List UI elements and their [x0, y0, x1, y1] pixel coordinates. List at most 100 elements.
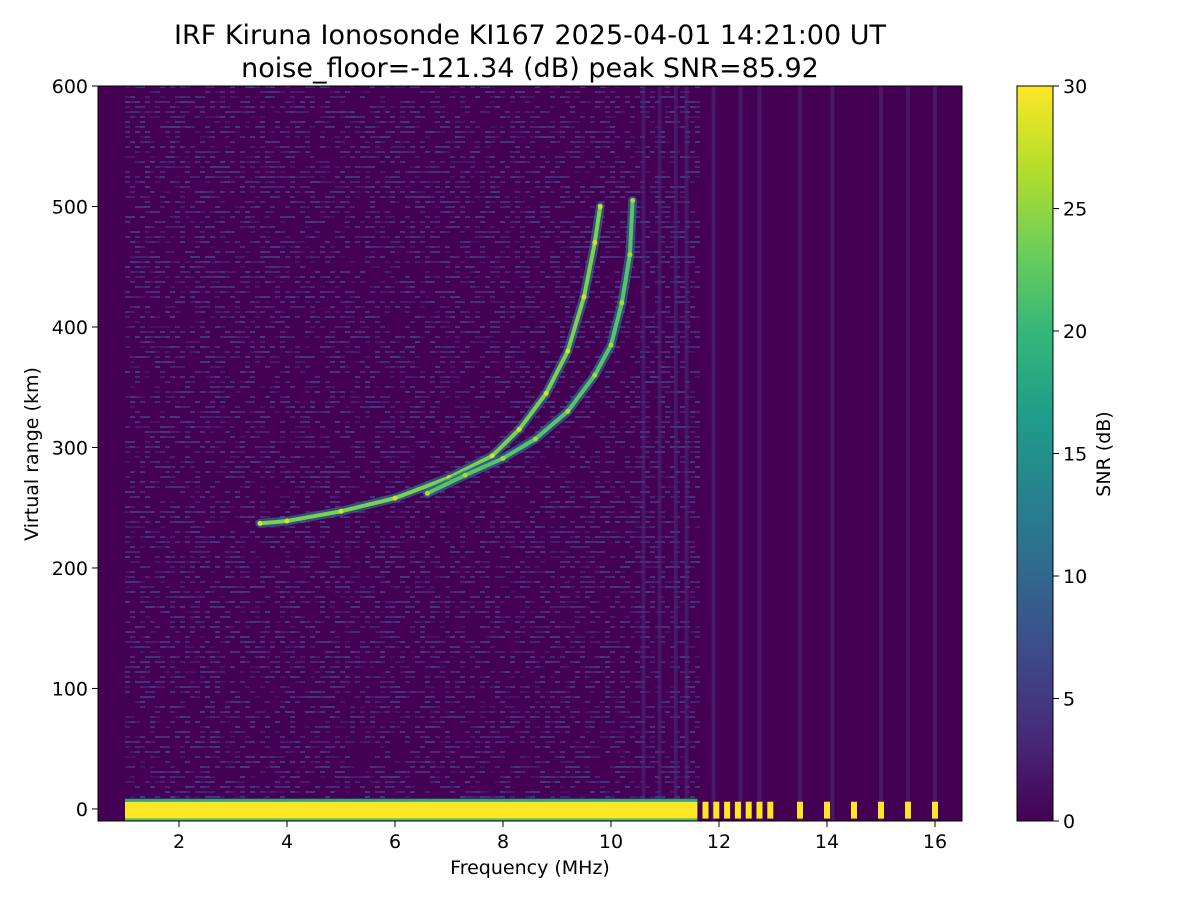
noise-cell [355, 631, 360, 633]
noise-cell [290, 96, 295, 98]
noise-cell [140, 681, 145, 683]
noise-cell [330, 201, 335, 203]
noise-cell [460, 536, 465, 538]
noise-cell [160, 201, 165, 203]
noise-cell [460, 371, 465, 373]
noise-cell [345, 221, 350, 223]
noise-cell [410, 181, 415, 183]
noise-cell [385, 681, 390, 683]
noise-cell [390, 116, 395, 118]
noise-cell [370, 736, 375, 738]
noise-cell [130, 111, 135, 113]
noise-cell [320, 501, 325, 503]
noise-cell [505, 321, 510, 323]
noise-cell [335, 641, 340, 643]
noise-cell [430, 546, 435, 548]
noise-cell [275, 176, 280, 178]
noise-cell [345, 366, 350, 368]
noise-cell [325, 616, 330, 618]
noise-cell [230, 131, 235, 133]
noise-cell [195, 651, 200, 653]
noise-cell [375, 146, 380, 148]
noise-cell [135, 646, 140, 648]
noise-cell [185, 716, 190, 718]
noise-cell [435, 151, 440, 153]
noise-cell [165, 486, 170, 488]
noise-cell [500, 266, 505, 268]
noise-cell [315, 756, 320, 758]
noise-cell [475, 791, 480, 793]
noise-cell [195, 246, 200, 248]
noise-cell [305, 711, 310, 713]
noise-cell [170, 436, 175, 438]
noise-cell [500, 726, 505, 728]
noise-cell [335, 756, 340, 758]
noise-cell [475, 771, 480, 773]
noise-cell [205, 696, 210, 698]
noise-cell [315, 596, 320, 598]
noise-cell [380, 256, 385, 258]
noise-cell [490, 376, 495, 378]
noise-cell [395, 186, 400, 188]
noise-cell [280, 216, 285, 218]
noise-cell [130, 631, 135, 633]
noise-cell [150, 536, 155, 538]
noise-cell [300, 361, 305, 363]
noise-cell [240, 701, 245, 703]
noise-cell [510, 131, 515, 133]
noise-cell [155, 596, 160, 598]
noise-cell [155, 656, 160, 658]
noise-cell [225, 126, 230, 128]
noise-cell [490, 721, 495, 723]
noise-cell [405, 196, 410, 198]
noise-cell [215, 361, 220, 363]
noise-cell [380, 681, 385, 683]
noise-cell [285, 351, 290, 353]
noise-cell [405, 716, 410, 718]
noise-cell [405, 306, 410, 308]
noise-cell [190, 221, 195, 223]
noise-cell [465, 316, 470, 318]
noise-cell [285, 191, 290, 193]
noise-cell [460, 241, 465, 243]
noise-cell [160, 171, 165, 173]
noise-cell [375, 606, 380, 608]
noise-cell [385, 261, 390, 263]
noise-cell [305, 521, 310, 523]
noise-cell [445, 446, 450, 448]
noise-cell [330, 676, 335, 678]
noise-cell [125, 101, 130, 103]
noise-cell [190, 211, 195, 213]
noise-cell [300, 266, 305, 268]
noise-cell [315, 466, 320, 468]
noise-cell [465, 251, 470, 253]
noise-cell [500, 126, 505, 128]
noise-cell [145, 291, 150, 293]
noise-cell [250, 381, 255, 383]
noise-cell [505, 541, 510, 543]
noise-cell [425, 226, 430, 228]
noise-cell [435, 146, 440, 148]
noise-cell [360, 776, 365, 778]
noise-cell [135, 381, 140, 383]
noise-cell [425, 666, 430, 668]
noise-cell [480, 676, 485, 678]
noise-cell [505, 196, 510, 198]
noise-cell [315, 731, 320, 733]
noise-cell [170, 796, 175, 798]
noise-cell [200, 546, 205, 548]
noise-cell [285, 551, 290, 553]
noise-cell [445, 291, 450, 293]
noise-cell [300, 186, 305, 188]
noise-cell [320, 641, 325, 643]
noise-cell [140, 471, 145, 473]
noise-cell [335, 506, 340, 508]
noise-cell [410, 456, 415, 458]
noise-cell [335, 501, 340, 503]
noise-cell [360, 531, 365, 533]
noise-cell [175, 521, 180, 523]
noise-cell [375, 711, 380, 713]
noise-cell [240, 291, 245, 293]
noise-cell [155, 466, 160, 468]
noise-cell [345, 196, 350, 198]
